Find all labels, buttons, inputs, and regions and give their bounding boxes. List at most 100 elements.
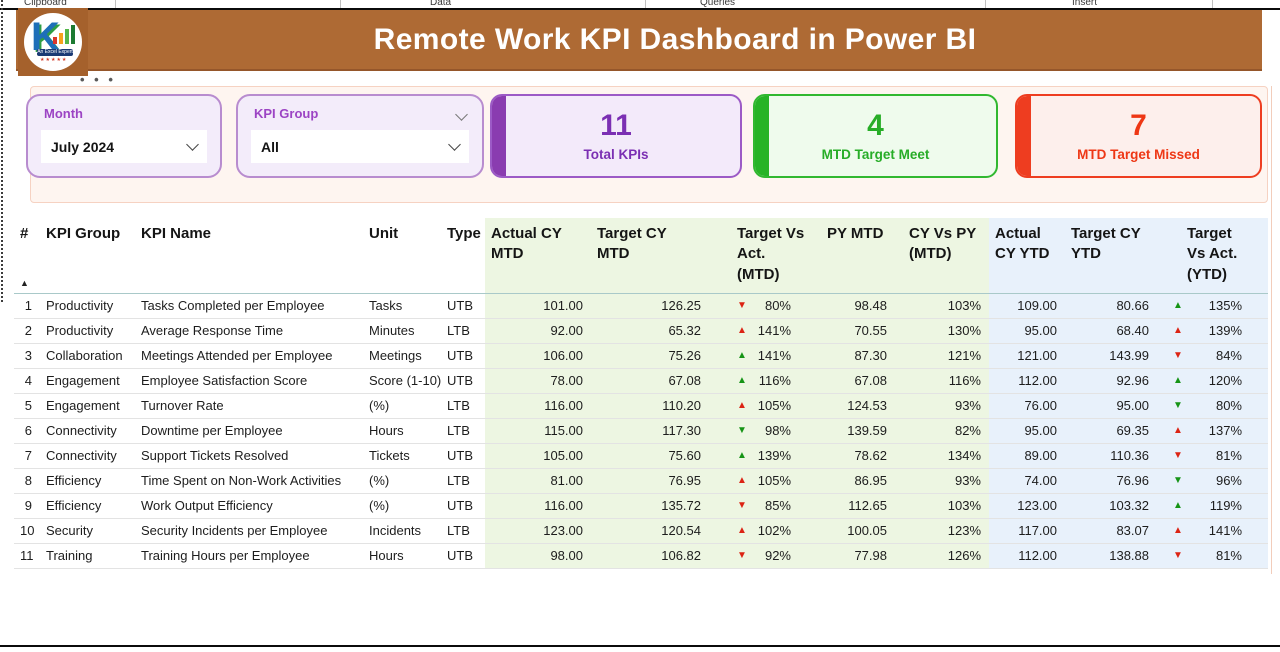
- table-row: 3 Collaboration Meetings Attended per Empl…: [14, 343, 1268, 369]
- percent-value: 116%: [758, 373, 791, 388]
- column-header-tgt_ytd[interactable]: Target CY YTD: [1065, 218, 1167, 294]
- ribbon-strip: Clipboard Data Queries Insert: [0, 0, 1280, 8]
- cell-cy_py: 126%: [903, 543, 989, 569]
- ribbon-separator: [1212, 0, 1213, 8]
- chevron-down-icon: [448, 137, 461, 151]
- card-mtd-target-meet[interactable]: 4 MTD Target Meet: [753, 94, 998, 178]
- canvas-dotted-border: [1, 0, 3, 302]
- card-total-kpis-value: 11: [600, 108, 632, 142]
- cell-num: 10: [14, 518, 40, 544]
- column-header-type[interactable]: Type: [441, 218, 485, 294]
- table-row: 10 Security Security Incidents per Employe…: [14, 518, 1268, 544]
- arrow-down-icon: ▼: [1173, 350, 1183, 361]
- logo-barchart-icon: [53, 25, 75, 44]
- cell-cy_py: 103%: [903, 293, 989, 319]
- sort-ascending-icon: ▲: [20, 278, 29, 289]
- cell-act_ytd: 117.00: [989, 518, 1065, 544]
- chevron-down-icon: [186, 137, 199, 151]
- cell-name: Downtime per Employee: [135, 418, 363, 444]
- chevron-down-icon[interactable]: [455, 108, 468, 121]
- ribbon-group-insert: Insert: [1072, 0, 1098, 8]
- month-dropdown-value: July 2024: [51, 138, 115, 155]
- arrow-up-icon: ▲: [1173, 325, 1183, 336]
- table-row: 7 Connectivity Support Tickets Resolved Tic…: [14, 443, 1268, 469]
- table-row: 11 Training Training Hours per Employee Hou…: [14, 543, 1268, 569]
- cell-type: UTB: [441, 493, 485, 519]
- cell-tva_mtd: ▲ 116%: [709, 368, 821, 394]
- cell-num: 6: [14, 418, 40, 444]
- column-header-cy_py[interactable]: CY Vs PY (MTD): [903, 218, 989, 294]
- month-dropdown[interactable]: July 2024: [41, 130, 207, 163]
- arrow-up-icon: ▲: [1173, 300, 1183, 311]
- cell-py_mtd: 86.95: [821, 468, 903, 494]
- column-header-tgt_mtd[interactable]: Target CY MTD: [591, 218, 709, 294]
- cell-type: UTB: [441, 543, 485, 569]
- cell-name: Time Spent on Non-Work Activities: [135, 468, 363, 494]
- column-header-py_mtd[interactable]: PY MTD: [821, 218, 903, 294]
- ribbon-separator: [985, 0, 986, 8]
- cell-tgt_mtd: 110.20: [591, 393, 709, 419]
- cell-type: UTB: [441, 343, 485, 369]
- month-slicer-label: Month: [44, 106, 83, 121]
- cell-group: Productivity: [40, 293, 135, 319]
- kpi-table: # ▲ KPI Group KPI Name Unit Type Actual CY MTD…: [14, 218, 1268, 569]
- card-mtd-target-missed[interactable]: 7 MTD Target Missed: [1015, 94, 1262, 178]
- arrow-down-icon: ▼: [737, 550, 747, 561]
- cell-group: Connectivity: [40, 418, 135, 444]
- cell-tgt_mtd: 117.30: [591, 418, 709, 444]
- bottom-divider: [0, 645, 1280, 647]
- kpi-group-dropdown[interactable]: All: [251, 130, 469, 163]
- card-total-kpis[interactable]: 11 Total KPIs: [490, 94, 742, 178]
- cell-tgt_ytd: 143.99: [1065, 343, 1167, 369]
- cell-unit: Incidents: [363, 518, 441, 544]
- column-header-act_ytd[interactable]: Actual CY YTD: [989, 218, 1065, 294]
- cell-act_mtd: 105.00: [485, 443, 591, 469]
- cell-cy_py: 116%: [903, 368, 989, 394]
- cell-act_mtd: 92.00: [485, 318, 591, 344]
- cell-unit: (%): [363, 493, 441, 519]
- visual-options-menu[interactable]: • • •: [80, 72, 116, 87]
- table-row: 1 Productivity Tasks Completed per Employe…: [14, 293, 1268, 319]
- cell-tva_ytd: ▼ 84%: [1167, 343, 1268, 369]
- column-header-tva_mtd[interactable]: Target Vs Act. (MTD): [709, 218, 821, 294]
- cell-tva_ytd: ▼ 81%: [1167, 443, 1268, 469]
- card-accent-bar: [492, 96, 506, 176]
- cell-num: 8: [14, 468, 40, 494]
- ribbon-group-queries: Queries: [700, 0, 736, 8]
- cell-py_mtd: 87.30: [821, 343, 903, 369]
- table-header-row: # ▲ KPI Group KPI Name Unit Type Actual CY MTD…: [14, 218, 1268, 294]
- cell-tgt_ytd: 83.07: [1065, 518, 1167, 544]
- column-header-name[interactable]: KPI Name: [135, 218, 363, 294]
- cell-tgt_ytd: 68.40: [1065, 318, 1167, 344]
- cell-num: 9: [14, 493, 40, 519]
- cell-py_mtd: 100.05: [821, 518, 903, 544]
- cell-tva_ytd: ▲ 135%: [1167, 293, 1268, 319]
- cell-tva_mtd: ▲ 102%: [709, 518, 821, 544]
- cell-unit: Hours: [363, 418, 441, 444]
- column-header-tva_ytd[interactable]: Target Vs Act. (YTD): [1167, 218, 1268, 294]
- cell-num: 2: [14, 318, 40, 344]
- cell-act_mtd: 116.00: [485, 393, 591, 419]
- cell-cy_py: 93%: [903, 468, 989, 494]
- column-header-group[interactable]: KPI Group: [40, 218, 135, 294]
- column-header-act_mtd[interactable]: Actual CY MTD: [485, 218, 591, 294]
- table-row: 6 Connectivity Downtime per Employee Hours L…: [14, 418, 1268, 444]
- cell-type: UTB: [441, 443, 485, 469]
- cell-cy_py: 123%: [903, 518, 989, 544]
- cell-group: Engagement: [40, 393, 135, 419]
- cell-py_mtd: 112.65: [821, 493, 903, 519]
- cell-num: 1: [14, 293, 40, 319]
- cell-py_mtd: 98.48: [821, 293, 903, 319]
- cell-type: LTB: [441, 468, 485, 494]
- table-row: 8 Efficiency Time Spent on Non-Work Activi…: [14, 468, 1268, 494]
- table-row: 9 Efficiency Work Output Efficiency (%) UTB 1…: [14, 493, 1268, 519]
- column-header-unit[interactable]: Unit: [363, 218, 441, 294]
- arrow-up-icon: ▲: [737, 450, 747, 461]
- arrow-down-icon: ▼: [1173, 550, 1183, 561]
- arrow-up-icon: ▲: [737, 475, 747, 486]
- cell-tva_ytd: ▲ 141%: [1167, 518, 1268, 544]
- cell-tgt_mtd: 106.82: [591, 543, 709, 569]
- arrow-up-icon: ▲: [737, 400, 747, 411]
- card-mtd-target-missed-value: 7: [1130, 108, 1147, 142]
- column-header-num[interactable]: # ▲: [14, 218, 40, 294]
